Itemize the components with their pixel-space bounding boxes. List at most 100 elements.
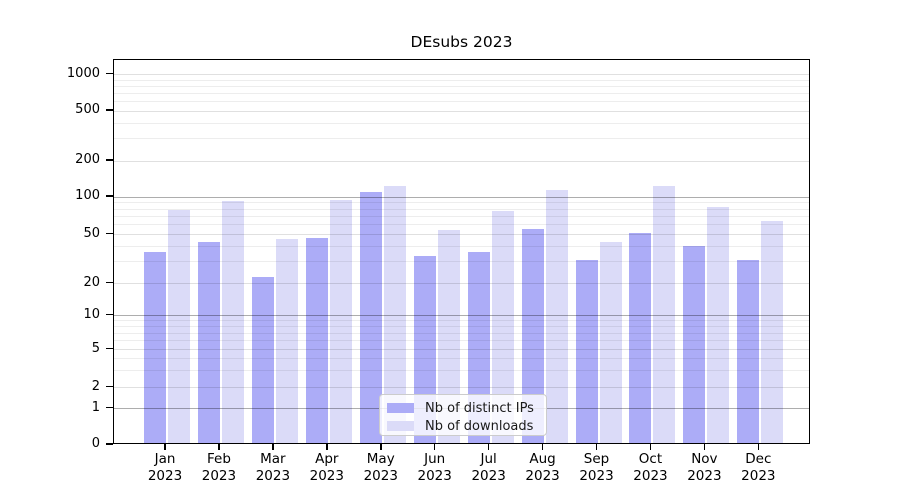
gridline-50 <box>114 234 809 235</box>
y-tick-mark-100 <box>106 195 113 197</box>
x-tick-label-oct: Oct 2023 <box>633 451 668 484</box>
bar-ips-nov <box>683 245 706 443</box>
gridline-5 <box>114 349 809 351</box>
bar-downloads-apr <box>329 199 352 443</box>
y-tick-mark-1 <box>106 406 113 409</box>
x-tick-mark-apr <box>326 444 328 450</box>
x-tick-label-may: May 2023 <box>363 451 398 484</box>
gridline-900 <box>114 79 809 81</box>
gridline-20 <box>114 283 809 285</box>
x-tick-label-mar: Mar 2023 <box>255 451 291 484</box>
x-tick-label-apr: Apr 2023 <box>309 451 344 484</box>
legend-item-downloads: Nb of downloads <box>387 418 546 434</box>
gridline-60 <box>114 224 809 226</box>
legend: Nb of distinct IPs Nb of downloads <box>379 394 547 436</box>
x-tick-label-nov: Nov 2023 <box>687 451 722 484</box>
gridline-600 <box>114 101 809 103</box>
gridline-80 <box>114 208 809 210</box>
gridline-3 <box>114 370 809 372</box>
gridline-8 <box>114 326 809 328</box>
y-tick-mark-20 <box>106 281 113 284</box>
bar-ips-apr <box>305 238 328 443</box>
chart-title: DEsubs 2023 <box>410 33 513 51</box>
x-tick-mark-feb <box>218 444 220 450</box>
gridline-300 <box>114 138 809 140</box>
legend-swatch-distinct-ips <box>387 403 414 413</box>
y-tick-label-2: 2 <box>91 378 100 394</box>
bar-downloads-jun <box>437 230 460 443</box>
y-tick-mark-5 <box>106 347 113 350</box>
bar-downloads-jul <box>491 210 514 443</box>
gridline-800 <box>114 85 809 87</box>
x-tick-mark-dec <box>757 444 760 450</box>
gridline-6 <box>114 340 809 342</box>
gridline-500 <box>114 110 809 112</box>
legend-label-distinct-ips: Nb of distinct IPs <box>425 400 534 416</box>
x-tick-mark-nov <box>703 444 706 450</box>
y-tick-label-10: 10 <box>83 306 100 322</box>
x-tick-label-aug: Aug 2023 <box>525 451 560 484</box>
gridline-9 <box>114 320 809 322</box>
legend-swatch-downloads <box>387 421 414 431</box>
legend-label-downloads: Nb of downloads <box>425 418 534 434</box>
y-tick-mark-1000 <box>106 72 113 75</box>
x-tick-mark-may <box>380 444 382 450</box>
bar-ips-dec <box>737 259 760 443</box>
bar-downloads-feb <box>221 200 244 443</box>
x-tick-label-feb: Feb 2023 <box>201 451 237 484</box>
x-tick-mark-aug <box>541 444 544 450</box>
y-tick-label-200: 200 <box>75 152 100 167</box>
bar-downloads-oct <box>653 185 676 443</box>
bar-ips-jan <box>144 251 166 443</box>
y-tick-mark-2 <box>106 385 113 388</box>
y-tick-label-20: 20 <box>83 274 100 290</box>
bar-ips-mar <box>251 276 274 443</box>
bar-ips-feb <box>197 241 220 443</box>
bar-downloads-may <box>383 185 406 443</box>
x-tick-label-sep: Sep 2023 <box>579 451 614 484</box>
gridline-90 <box>114 202 809 204</box>
gridline-100 <box>114 196 809 198</box>
y-tick-label-1: 1 <box>91 399 100 415</box>
gridline-30 <box>114 261 809 263</box>
gridline-400 <box>114 122 809 124</box>
bar-downloads-jan <box>168 209 190 443</box>
gridline-10 <box>114 315 809 317</box>
bar-downloads-sep <box>599 241 622 443</box>
y-tick-label-50: 50 <box>83 225 100 241</box>
gridline-700 <box>114 92 809 94</box>
plot-area <box>113 59 810 444</box>
bar-ips-aug <box>521 229 544 443</box>
x-tick-mark-mar <box>272 444 274 450</box>
y-tick-label-0: 0 <box>91 436 100 451</box>
legend-item-distinct-ips: Nb of distinct IPs <box>387 400 546 416</box>
bar-downloads-nov <box>707 207 730 443</box>
y-tick-label-500: 500 <box>75 102 100 118</box>
bar-ips-may <box>359 192 382 443</box>
y-tick-mark-500 <box>106 109 113 111</box>
x-tick-mark-sep <box>595 444 598 450</box>
y-tick-mark-10 <box>106 313 113 316</box>
y-tick-label-5: 5 <box>91 340 100 356</box>
bar-ips-oct <box>629 232 652 443</box>
x-tick-label-jun: Jun 2023 <box>417 451 452 484</box>
bar-ips-sep <box>575 259 598 443</box>
y-tick-label-100: 100 <box>75 188 100 203</box>
y-tick-mark-50 <box>106 232 113 235</box>
gridline-1000 <box>114 74 809 76</box>
x-tick-label-jan: Jan 2023 <box>147 451 183 484</box>
gridline-4 <box>114 358 809 360</box>
x-tick-label-jul: Jul 2023 <box>471 451 506 484</box>
y-tick-mark-0 <box>106 443 113 445</box>
gridline-70 <box>114 215 809 217</box>
x-tick-mark-jan <box>164 444 166 450</box>
x-tick-mark-jun <box>433 444 436 450</box>
gridline-7 <box>114 332 809 334</box>
y-tick-mark-200 <box>106 159 113 161</box>
gridline-200 <box>114 160 809 162</box>
gridline-40 <box>114 245 809 247</box>
bar-downloads-aug <box>545 190 568 443</box>
x-tick-mark-jul <box>487 444 490 450</box>
x-tick-label-dec: Dec 2023 <box>741 451 776 484</box>
